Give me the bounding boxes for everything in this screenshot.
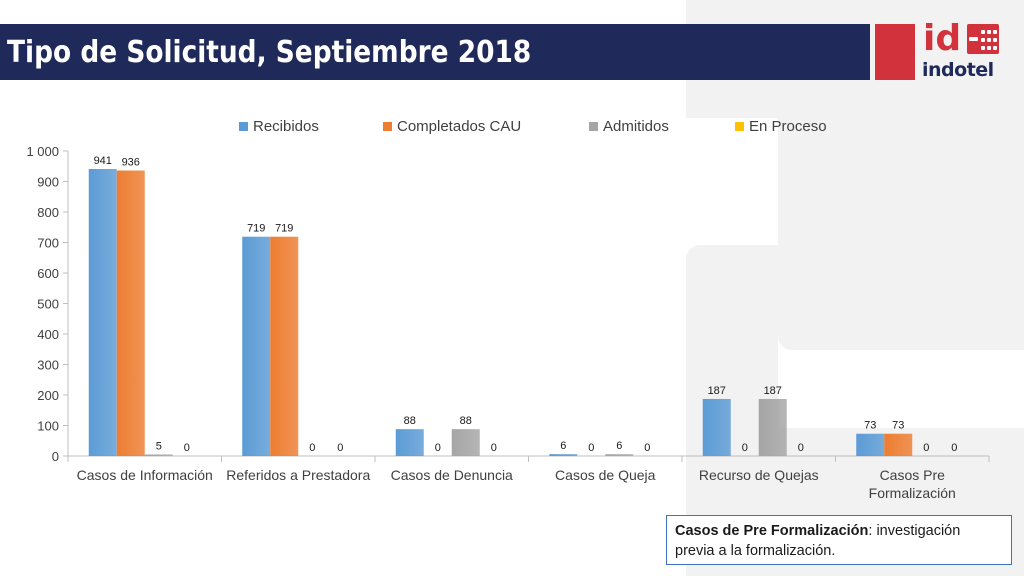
data-label: 6 <box>560 440 566 452</box>
logo-grid-dot <box>981 30 985 34</box>
bar <box>702 398 731 456</box>
logo-grid-dot <box>987 38 991 42</box>
y-tick-label: 100 <box>37 419 59 434</box>
y-tick-label: 600 <box>37 266 59 281</box>
x-tick-label: Referidos a Prestadora <box>226 467 370 483</box>
data-label: 0 <box>184 442 190 454</box>
y-tick-label: 300 <box>37 358 59 373</box>
bar <box>270 236 299 456</box>
data-label: 0 <box>742 442 748 454</box>
x-tick-label: Recurso de Quejas <box>699 467 819 483</box>
logo-grid-dot <box>987 46 991 50</box>
x-tick-label: Formalización <box>869 485 956 501</box>
x-tick-label: Casos de Queja <box>555 467 656 483</box>
bar <box>88 168 117 456</box>
x-tick-label: Casos Pre <box>880 467 946 483</box>
data-label: 73 <box>892 420 904 432</box>
logo-grid-dot <box>981 38 985 42</box>
legend-label: Completados CAU <box>397 118 522 135</box>
legend-item: Recibidos <box>239 118 319 135</box>
x-tick-label: Casos de Denuncia <box>391 467 513 483</box>
legend-label: En Proceso <box>749 118 827 135</box>
bar <box>856 433 885 456</box>
y-tick-label: 200 <box>37 388 59 403</box>
data-label: 88 <box>460 415 472 427</box>
logo-grid-dot <box>993 46 997 50</box>
data-label: 187 <box>708 385 726 397</box>
data-label: 187 <box>764 385 782 397</box>
note-bold: Casos de Pre Formalización <box>675 523 869 539</box>
data-label: 0 <box>588 442 594 454</box>
data-label: 719 <box>247 223 265 235</box>
bar <box>116 170 145 456</box>
bar <box>605 454 634 456</box>
data-label: 5 <box>156 440 162 452</box>
data-label: 0 <box>923 442 929 454</box>
logo-word: indotel <box>922 59 994 81</box>
bar <box>549 454 578 456</box>
data-label: 0 <box>491 442 497 454</box>
data-label: 0 <box>435 442 441 454</box>
bar <box>144 454 173 456</box>
data-label: 6 <box>616 440 622 452</box>
logo-grid-icon <box>967 24 999 54</box>
indotel-logo: id indotel <box>921 18 1005 84</box>
data-label: 73 <box>864 420 876 432</box>
y-tick-label: 400 <box>37 327 59 342</box>
data-label: 941 <box>94 155 112 167</box>
legend-label: Admitidos <box>603 118 669 135</box>
data-label: 0 <box>798 442 804 454</box>
legend-swatch <box>239 122 248 131</box>
bar <box>451 429 480 456</box>
title-bar: Tipo de Solicitud, Septiembre 2018 <box>0 24 870 80</box>
logo-grid-dot <box>993 30 997 34</box>
y-tick-label: 800 <box>37 205 59 220</box>
data-label: 719 <box>275 223 293 235</box>
chart-legend: Recibidos Completados CAU Admitidos En Proc… <box>0 118 1024 138</box>
legend-item: Admitidos <box>589 118 669 135</box>
note-box: Casos de Pre Formalización: investigació… <box>666 515 1012 565</box>
legend-swatch <box>383 122 392 131</box>
logo-grid-dot <box>987 30 991 34</box>
data-label: 0 <box>309 442 315 454</box>
background-panel <box>778 118 1024 350</box>
legend-item: Completados CAU <box>383 118 521 135</box>
x-tick-label: Casos de Información <box>77 467 213 483</box>
data-label: 88 <box>404 415 416 427</box>
logo-grid-dot <box>993 38 997 42</box>
logo-grid-dot <box>981 46 985 50</box>
bar <box>242 236 271 456</box>
data-label: 936 <box>122 157 140 169</box>
page-title: Tipo de Solicitud, Septiembre 2018 <box>7 34 532 70</box>
logo-red-block <box>875 24 915 80</box>
y-tick-label: 0 <box>52 449 59 464</box>
legend-label: Recibidos <box>253 118 319 135</box>
data-label: 0 <box>644 442 650 454</box>
y-tick-label: 500 <box>37 297 59 312</box>
bar <box>884 433 913 456</box>
y-tick-label: 700 <box>37 236 59 251</box>
note-text: : investigación previa a la formalizació… <box>675 523 961 559</box>
data-label: 0 <box>337 442 343 454</box>
legend-swatch <box>735 122 744 131</box>
legend-item: En Proceso <box>735 118 827 135</box>
data-label: 0 <box>951 442 957 454</box>
logo-grid-dash <box>969 37 978 41</box>
legend-swatch <box>589 122 598 131</box>
bar <box>395 429 424 456</box>
bar <box>758 398 787 456</box>
y-tick-label: 900 <box>37 175 59 190</box>
logo-id-text: id <box>923 18 962 59</box>
y-tick-label: 1 000 <box>26 144 59 159</box>
